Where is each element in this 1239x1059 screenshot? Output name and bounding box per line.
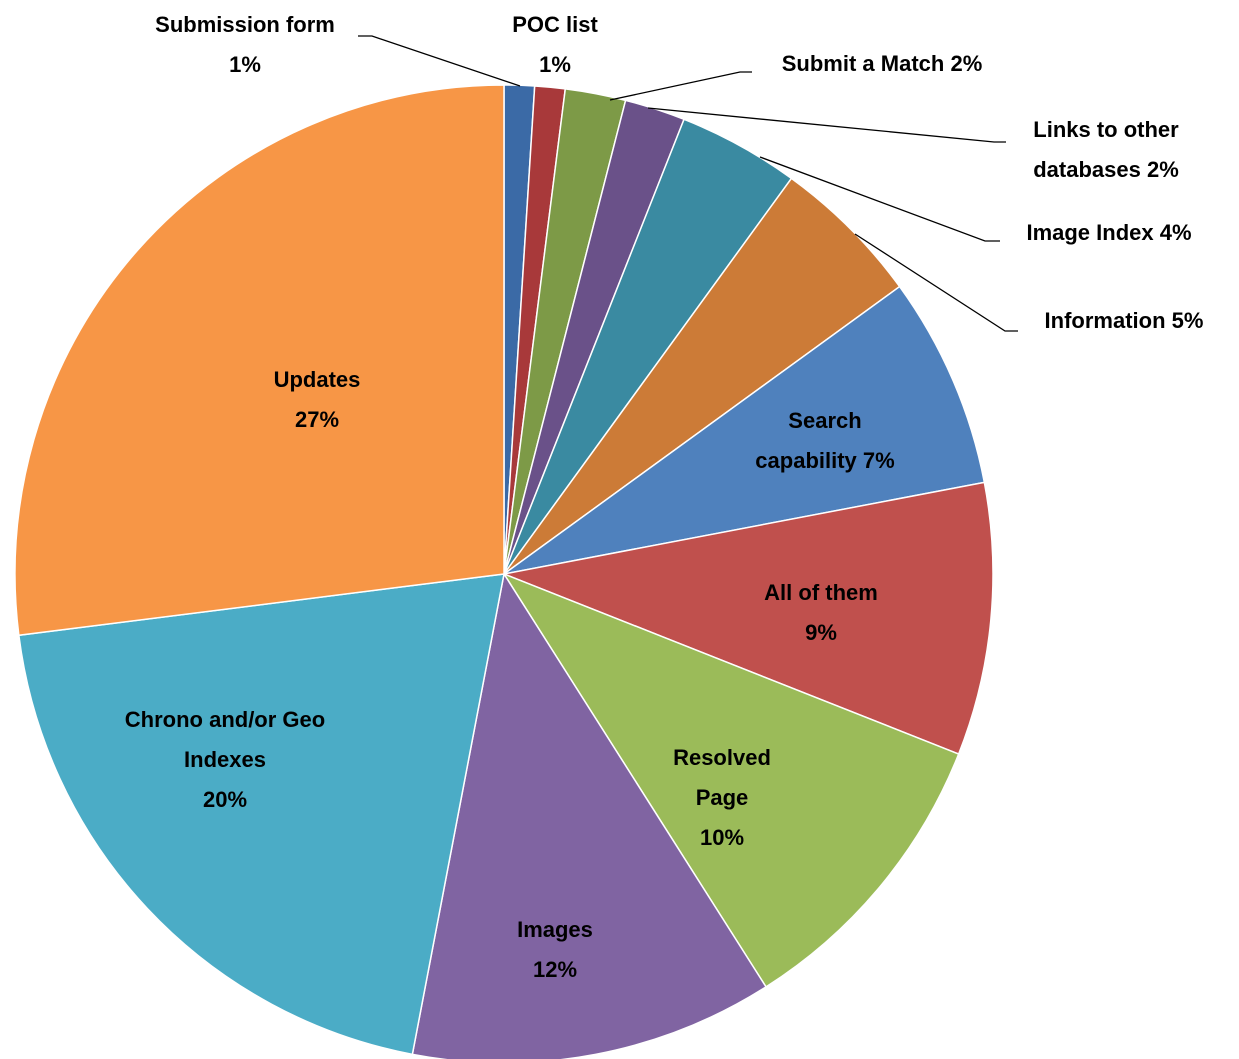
slice-percent: 4% — [1159, 220, 1192, 245]
slice-label: Updates 27% — [237, 360, 397, 440]
slice-percent: 2% — [950, 51, 983, 76]
leader-line — [609, 71, 752, 101]
slice-percent: 7% — [862, 448, 895, 473]
slice-name: Submit a Match — [781, 51, 945, 76]
slice-name: All of them — [764, 580, 878, 605]
slice-label: POC list 1% — [485, 5, 625, 85]
slice-name: Resolved Page — [673, 745, 771, 810]
slice-percent: 9% — [805, 620, 837, 645]
slice-percent: 10% — [699, 825, 745, 850]
pie-slice — [503, 177, 901, 575]
pie-slice — [411, 571, 768, 1059]
slice-name: Links to other databases — [1033, 117, 1179, 182]
slice-label: Chrono and/or Geo Indexes 20% — [85, 700, 365, 820]
slice-label: Submission form 1% — [95, 5, 395, 85]
slice-percent: 2% — [1146, 157, 1179, 182]
slice-percent: 1% — [539, 52, 571, 77]
slice-percent: 1% — [229, 52, 261, 77]
slice-name: POC list — [512, 12, 598, 37]
slice-name: Submission form — [155, 12, 335, 37]
slice-name: Image Index — [1026, 220, 1154, 245]
slice-percent: 12% — [532, 957, 578, 982]
slice-label: All of them 9% — [711, 573, 931, 653]
leader-lines — [358, 35, 1018, 332]
slice-label: Search capability 7% — [740, 401, 910, 481]
slice-percent: 27% — [294, 407, 340, 432]
pie-slice — [501, 481, 994, 755]
slice-percent: 5% — [1171, 308, 1204, 333]
pie-slice — [14, 84, 505, 637]
slice-label: Image Index 4% — [989, 213, 1229, 253]
slice-name: Search capability — [755, 408, 862, 473]
leader-line — [358, 35, 521, 87]
slice-name: Chrono and/or Geo Indexes — [124, 707, 326, 772]
slice-percent: 20% — [202, 787, 248, 812]
pie-slice — [18, 573, 505, 1056]
slice-label: Information 5% — [1004, 301, 1239, 341]
pie-slice — [502, 572, 960, 988]
slice-label: Resolved Page 10% — [657, 738, 787, 858]
slice-name: Information — [1044, 308, 1166, 333]
slice-label: Submit a Match 2% — [732, 44, 1032, 84]
pie-slice — [503, 285, 986, 575]
slice-name: Updates — [273, 367, 361, 392]
leader-line — [854, 233, 1018, 332]
leader-line — [647, 107, 1006, 143]
slice-label: Links to other databases 2% — [996, 110, 1216, 190]
pie — [14, 84, 994, 1059]
slice-label: Images 12% — [475, 910, 635, 990]
leader-line — [759, 156, 1000, 242]
slice-name: Images — [517, 917, 593, 942]
